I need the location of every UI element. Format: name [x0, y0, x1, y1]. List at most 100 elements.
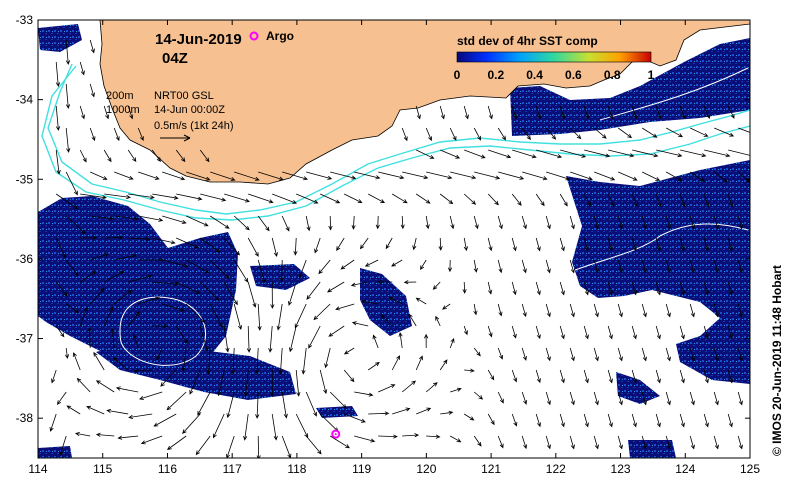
argo-legend-icon: [249, 31, 259, 41]
current-vector-arrow: [631, 325, 637, 340]
sst-patch-south-west-bottom: [38, 446, 72, 458]
current-vector-arrow: [521, 303, 527, 318]
current-vector-arrow: [641, 215, 647, 230]
lat-tick-label: -38: [16, 411, 34, 425]
current-vector-arrow: [402, 171, 429, 180]
current-vector-arrow: [607, 237, 613, 252]
current-vector-arrow: [306, 281, 321, 300]
current-vector-arrow: [335, 303, 355, 311]
lat-tick-label: -35: [16, 172, 34, 186]
current-vector-arrow: [487, 413, 495, 426]
current-vector-arrow: [679, 413, 685, 428]
current-vector-arrow: [226, 391, 235, 419]
ssh-contour-east: [569, 223, 749, 273]
current-vector-arrow: [329, 391, 347, 409]
current-vector-arrow: [703, 413, 709, 428]
current-vector-arrow: [607, 105, 614, 120]
current-vector-arrow: [378, 434, 398, 439]
current-vector-arrow: [65, 215, 86, 235]
current-vector-arrow: [90, 253, 109, 261]
current-vector-arrow: [583, 237, 589, 252]
lon-tick-label: 122: [546, 462, 566, 476]
current-vector-arrow: [166, 391, 187, 411]
current-vector-arrow: [545, 347, 551, 362]
current-vector-arrow: [360, 299, 379, 305]
current-vector-arrow: [247, 281, 257, 308]
current-vector-arrow: [408, 313, 417, 327]
current-vector-arrow: [617, 435, 623, 450]
current-vector-arrow: [497, 303, 503, 317]
lat-tick-label: -33: [16, 13, 34, 27]
colorbar-tick-label: 0.6: [565, 68, 582, 82]
current-vector-arrow: [679, 105, 686, 120]
current-vector-arrow: [680, 149, 707, 158]
current-vector-arrow: [398, 331, 403, 349]
current-vector-arrow: [511, 369, 518, 383]
current-vector-arrow: [255, 391, 260, 419]
current-vector-arrow: [714, 127, 735, 137]
current-vector-arrow: [80, 235, 98, 240]
current-vector-arrow: [298, 259, 307, 279]
legend-1000m: 1000m: [106, 104, 140, 116]
current-vector-arrow: [569, 391, 575, 406]
sst-patch-southwest-band: [96, 340, 296, 400]
lon-tick-label: 125: [740, 462, 760, 476]
current-vector-arrow: [55, 325, 65, 338]
current-vector-arrow: [713, 303, 719, 318]
current-vector-arrow: [301, 347, 307, 375]
current-vector-arrow: [95, 432, 115, 437]
current-vector-arrow: [140, 435, 163, 445]
current-vector-arrow: [162, 259, 189, 268]
current-vector-arrow: [545, 215, 551, 230]
current-vector-arrow: [655, 325, 661, 340]
sst-patch-east-large: [566, 160, 750, 384]
current-vector-arrow: [737, 303, 743, 318]
current-vector-arrow: [247, 237, 259, 257]
current-vector-arrow: [401, 127, 408, 142]
current-vector-arrow: [617, 303, 623, 318]
current-vector-arrow: [752, 414, 756, 427]
current-vector-arrow: [288, 281, 297, 306]
lon-tick-label: 123: [611, 462, 631, 476]
current-vector-arrow: [449, 215, 455, 230]
current-vector-arrow: [56, 391, 67, 405]
current-vector-arrow: [583, 325, 589, 340]
current-vector-arrow: [521, 347, 527, 361]
current-vector-arrow: [152, 237, 176, 245]
current-vector-arrow: [655, 105, 662, 120]
current-vector-arrow: [87, 327, 92, 349]
current-vector-arrow: [65, 39, 71, 66]
current-vector-arrow: [487, 193, 499, 206]
current-vector-arrow: [703, 105, 710, 120]
current-vector-arrow: [224, 193, 250, 203]
current-vector-arrow: [727, 193, 734, 208]
current-vector-arrow: [175, 149, 186, 163]
colorbar-ramp: [456, 51, 652, 63]
current-vector-arrow: [689, 259, 695, 274]
current-vector-arrow: [449, 127, 457, 141]
current-vector-arrow: [89, 39, 95, 54]
current-vector-arrow: [762, 392, 766, 405]
current-vector-arrow: [762, 216, 766, 229]
current-vector-arrow: [535, 105, 541, 120]
current-vector-arrow: [415, 355, 423, 371]
current-vector-arrow: [655, 281, 661, 296]
current-vector-arrow: [104, 235, 124, 240]
current-vector-arrow: [689, 303, 695, 318]
current-vector-arrow: [324, 347, 331, 369]
current-vector-arrow: [689, 391, 695, 406]
current-vector-arrow: [90, 171, 108, 180]
current-vector-arrow: [344, 193, 363, 203]
lon-tick-label: 116: [158, 462, 177, 476]
current-vector-arrow: [521, 215, 527, 230]
sst-patch-west: [38, 196, 238, 372]
current-vector-arrow: [55, 281, 68, 297]
current-vector-arrow: [270, 281, 275, 309]
longitude-axis: 114 115 116 117 118 119 120 121 122 123 124 125: [28, 20, 760, 476]
current-vector-arrow: [689, 435, 695, 450]
current-vector-arrow: [727, 413, 733, 428]
current-vector-arrow: [95, 380, 115, 393]
current-vector-arrow: [138, 215, 164, 222]
legend-scale: 0.5m/s (1kt 24h): [154, 120, 233, 132]
current-vector-arrow: [117, 435, 139, 440]
